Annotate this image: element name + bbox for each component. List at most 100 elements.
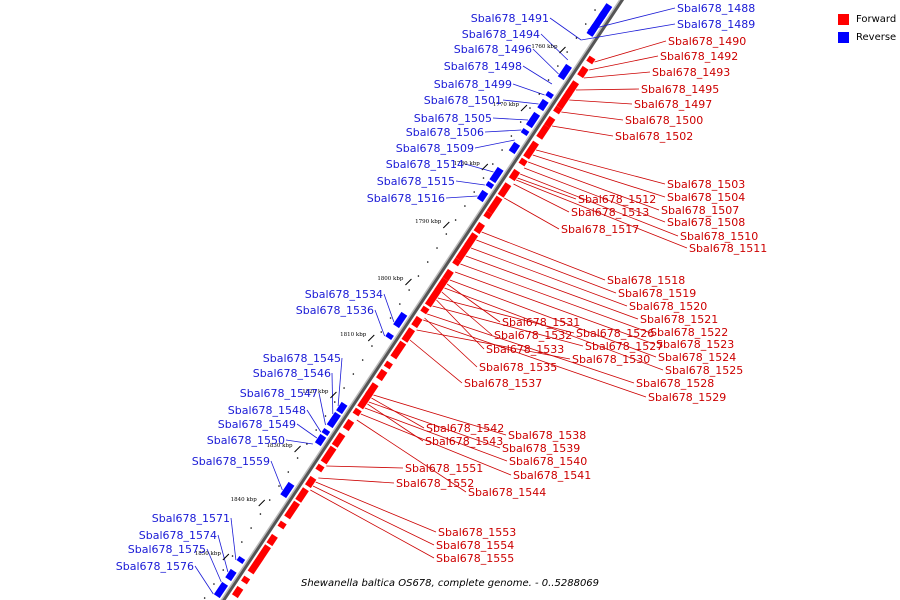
reverse-gene-mark-body — [336, 401, 348, 415]
forward-gene-mark-body — [315, 463, 325, 473]
forward-gene-leader — [523, 167, 666, 223]
forward-gene-leader — [437, 297, 575, 334]
forward-gene-label: Sbal678_1535 — [479, 361, 557, 374]
tick-label: 1850 kbp — [195, 551, 222, 557]
reverse-gene-leader — [484, 129, 522, 133]
forward-gene-mark-body — [486, 195, 503, 215]
forward-gene-label: Sbal678_1492 — [660, 50, 738, 63]
reverse-gene-label: Sbal678_1574 — [139, 529, 217, 542]
reverse-gene-mark-body — [489, 166, 504, 184]
reverse-gene-mark-body — [385, 331, 394, 341]
legend-item-forward: Forward — [838, 10, 896, 28]
forward-gene-leader — [476, 239, 617, 294]
minor-tick — [454, 219, 457, 221]
reverse-gene-label: Sbal678_1514 — [386, 158, 464, 171]
forward-gene-leader — [315, 481, 437, 533]
minor-tick — [203, 597, 206, 599]
kbp-ticks: 1760 kbp 1770 kbp 1780 kbp 1790 kbp 1800 kbp… — [195, 9, 596, 599]
forward-gene-label: Sbal678_1539 — [502, 442, 580, 455]
reverse-gene-mark-body — [476, 189, 489, 203]
reverse-gene-mark — [520, 127, 530, 137]
forward-gene-leader — [583, 71, 651, 79]
minor-tick — [464, 205, 466, 207]
forward-gene-label: Sbal678_1553 — [438, 526, 516, 539]
reverse-gene-label: Sbal678_1575 — [128, 543, 206, 556]
forward-gene-label: Sbal678_1522 — [650, 326, 728, 339]
minor-tick — [529, 107, 531, 109]
forward-gene-label: Sbal678_1529 — [648, 391, 726, 404]
forward-gene-leader — [465, 255, 639, 320]
forward-gene-label: Sbal678_1537 — [464, 377, 542, 390]
forward-gene-mark-body — [277, 520, 287, 530]
reverse-gene-label: Sbal678_1536 — [296, 304, 374, 317]
gene-labels: Sbal678_1491 Sbal678_1494 Sbal678_1496 Sbal… — [116, 2, 768, 573]
minor-tick — [231, 555, 234, 557]
forward-gene-leader — [594, 40, 667, 63]
reverse-gene-mark — [508, 141, 521, 155]
reverse-gene-mark-body — [321, 427, 331, 437]
tick-mark — [367, 334, 375, 342]
forward-gene-mark — [376, 368, 388, 382]
forward-gene-label: Sbal678_1530 — [572, 353, 650, 366]
reverse-gene-mark — [236, 555, 246, 565]
forward-gene-leader — [441, 291, 493, 336]
forward-gene-mark-body — [231, 585, 244, 599]
forward-gene-mark-body — [553, 105, 563, 115]
forward-gene-mark — [442, 268, 454, 282]
forward-gene-mark-body — [543, 115, 556, 129]
tick-label: 1810 kbp — [340, 332, 367, 338]
forward-gene-leader — [373, 394, 507, 436]
forward-gene-mark — [401, 327, 416, 343]
forward-gene-leader — [516, 179, 688, 249]
minor-tick — [491, 163, 494, 165]
forward-gene-label: Sbal678_1531 — [502, 316, 580, 329]
minor-tick — [426, 261, 429, 263]
tick-mark — [520, 104, 528, 112]
reverse-gene-mark — [557, 63, 572, 81]
reverse-gene-label: Sbal678_1489 — [677, 18, 755, 31]
forward-gene-mark — [577, 65, 589, 79]
forward-gene-mark — [455, 242, 472, 262]
reverse-gene-leader — [331, 372, 334, 415]
genome-caption: Shewanella baltica OS678, complete genom… — [300, 578, 600, 589]
reverse-gene-label: Sbal678_1506 — [406, 126, 484, 139]
forward-gene-mark-body — [565, 80, 580, 96]
minor-tick — [268, 499, 271, 501]
minor-tick — [482, 177, 485, 179]
forward-gene-label: Sbal678_1519 — [618, 287, 696, 300]
forward-gene-mark — [473, 221, 485, 235]
reverse-gene-leader — [532, 48, 559, 75]
reverse-gene-mark-body — [508, 141, 521, 155]
tick-mark — [330, 391, 337, 399]
reverse-gene-leader — [337, 357, 343, 407]
forward-gene-mark — [483, 210, 493, 220]
forward-gene-mark-body — [257, 544, 271, 560]
forward-gene-mark — [284, 500, 300, 520]
forward-gene-mark — [452, 257, 462, 267]
forward-gene-mark-body — [331, 432, 346, 448]
minor-tick — [343, 387, 345, 389]
forward-gene-leader — [454, 271, 655, 345]
minor-tick — [278, 485, 280, 487]
forward-gene-label: Sbal678_1513 — [571, 206, 649, 219]
reverse-gene-leader — [549, 17, 582, 41]
reverse-gene-leader — [474, 139, 515, 149]
reverse-gene-mark-body — [236, 555, 246, 565]
forward-gene-leader — [470, 247, 628, 307]
forward-gene-mark — [464, 232, 479, 248]
reverse-gene-mark — [485, 180, 495, 190]
forward-gene-mark — [586, 55, 596, 65]
forward-gene-mark-body — [390, 340, 407, 360]
forward-gene-leader — [424, 317, 478, 368]
forward-gene-mark-body — [473, 221, 485, 235]
minor-tick — [213, 583, 215, 585]
reverse-gene-label: Sbal678_1491 — [471, 12, 549, 25]
forward-gene-mark — [277, 520, 287, 530]
minor-tick — [352, 373, 355, 375]
reverse-gene-leader — [374, 309, 385, 337]
forward-gene-mark — [231, 585, 244, 599]
forward-gene-label: Sbal678_1543 — [425, 435, 503, 448]
backbone-highlight — [220, 0, 621, 600]
forward-gene-leader — [326, 465, 404, 469]
forward-gene-mark-body — [411, 315, 423, 329]
